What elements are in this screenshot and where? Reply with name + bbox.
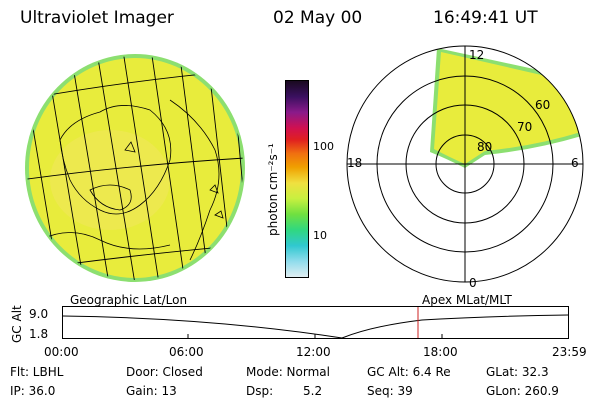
glon-info: GLon: 260.9 — [486, 384, 559, 398]
apex-mlat-mlt-label: Apex MLat/MLT — [422, 293, 512, 307]
gc-alt-axis-title: GC Alt — [10, 305, 24, 343]
imager-title: Ultraviolet Imager — [20, 8, 174, 28]
colorbar — [285, 80, 309, 278]
door-info: Door: Closed — [126, 365, 203, 379]
glat-info: GLat: 32.3 — [486, 365, 549, 379]
time-label: 16:49:41 UT — [433, 8, 538, 28]
colorbar-label: photon cm⁻²s⁻¹ — [266, 143, 280, 236]
date-label: 02 May 00 — [273, 8, 363, 28]
coastlines — [39, 99, 224, 261]
mlt-label-0: 0 — [469, 276, 477, 290]
polar-mlt-plot[interactable]: 12 18 6 0 60 70 80 — [335, 40, 600, 290]
y-tick-1-8: 1.8 — [29, 327, 49, 341]
geographic-image-panel[interactable] — [0, 40, 262, 290]
y-tick-9-0: 9.0 — [29, 307, 49, 321]
mlt-label-18: 18 — [347, 156, 362, 170]
polar-grid — [346, 45, 584, 283]
lat-label-60: 60 — [535, 98, 550, 112]
altitude-curve — [62, 314, 569, 339]
x-tick-0600: 06:00 — [169, 345, 204, 359]
colorbar-tick-100: 100 — [313, 140, 334, 153]
aurora-coverage — [430, 48, 583, 168]
mlt-label-6: 6 — [571, 156, 579, 170]
dsp-value: 5.2 — [303, 384, 323, 398]
gc-altitude-timeline[interactable] — [62, 306, 572, 342]
seq-info: Seq: 39 — [367, 384, 413, 398]
x-tick-1200: 12:00 — [296, 345, 331, 359]
x-ticks — [187, 334, 443, 339]
ip-info: IP: 36.0 — [10, 384, 56, 398]
dsp-info: Dsp: — [246, 384, 274, 398]
mlt-label-12: 12 — [469, 48, 484, 62]
geographic-lat-lon-label: Geographic Lat/Lon — [70, 293, 188, 307]
x-tick-0000: 00:00 — [44, 345, 79, 359]
x-tick-1800: 18:00 — [423, 345, 458, 359]
lat-label-80: 80 — [477, 140, 492, 154]
filter-info: Flt: LBHL — [10, 365, 64, 379]
gain-info: Gain: 13 — [126, 384, 177, 398]
mode-info: Mode: Normal — [246, 365, 330, 379]
lat-label-70: 70 — [517, 120, 532, 134]
gc-alt-info: GC Alt: 6.4 Re — [367, 365, 451, 379]
x-tick-2359: 23:59 — [552, 345, 587, 359]
colorbar-tick-10: 10 — [313, 229, 327, 242]
